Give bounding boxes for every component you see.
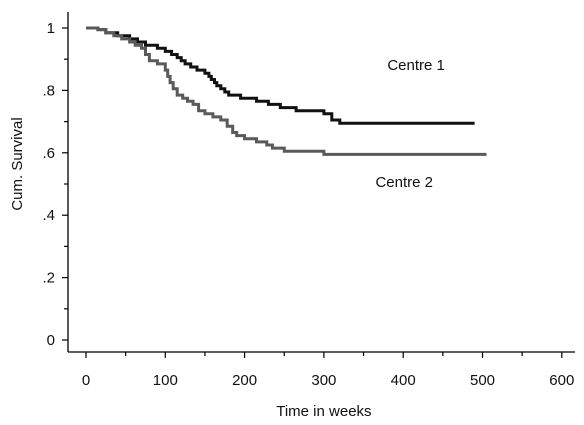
- x-ticks: 0 100 200 300 400 500 600: [82, 352, 574, 389]
- y-tick-label: 0: [47, 332, 55, 349]
- x-tick-label: 600: [549, 372, 574, 389]
- x-tick-label: 300: [311, 372, 336, 389]
- y-tick-label: 1: [47, 20, 55, 37]
- x-axis-title: Time in weeks: [276, 403, 371, 420]
- y-tick-label: .6: [42, 145, 55, 162]
- x-tick-label: 500: [470, 372, 495, 389]
- y-ticks: 0 .2 .4 .6 .8 1: [42, 20, 68, 349]
- series-label-centre-2: Centre 2: [375, 174, 433, 191]
- y-tick-label: .2: [42, 270, 55, 287]
- series-layer: [86, 26, 487, 156]
- axes: 0 100 200 300 400 500 600 0 .2 .4 .6 .8 1: [42, 12, 575, 389]
- y-tick-label: .4: [42, 207, 55, 224]
- y-axis-title: Cum. Survival: [9, 117, 26, 210]
- y-tick-label: .8: [42, 82, 55, 99]
- series-label-centre-1: Centre 1: [387, 57, 445, 74]
- survival-curve-centre-1: [86, 26, 475, 125]
- x-tick-label: 200: [232, 372, 257, 389]
- x-tick-label: 0: [82, 372, 90, 389]
- x-tick-label: 400: [391, 372, 416, 389]
- x-tick-label: 100: [153, 372, 178, 389]
- survival-curve-centre-2: [86, 26, 487, 156]
